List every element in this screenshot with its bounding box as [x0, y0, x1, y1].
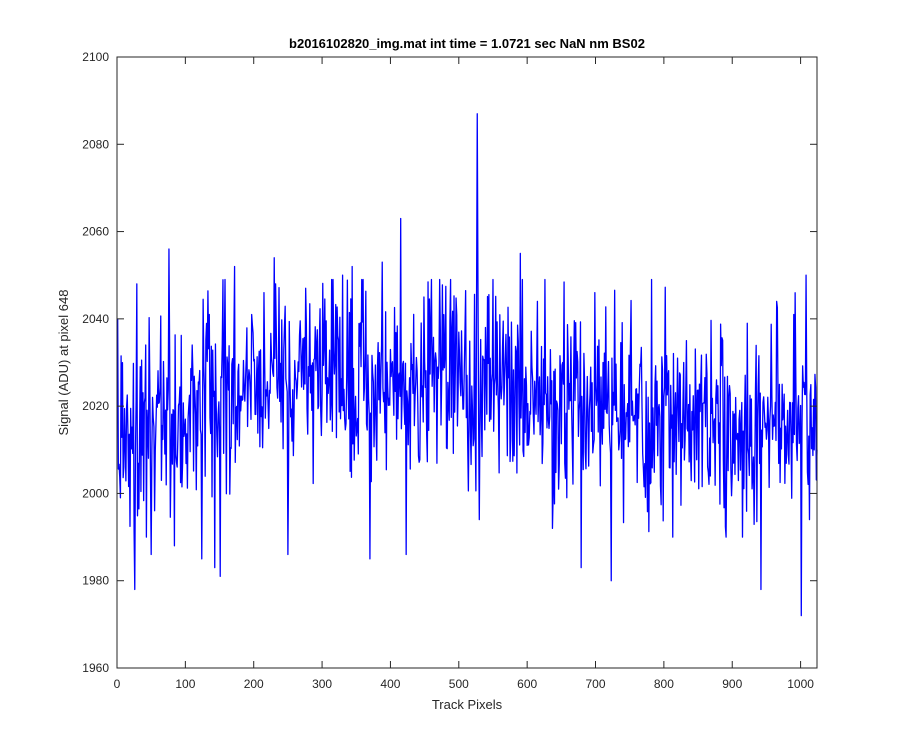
series-layer: [117, 113, 818, 617]
y-tick-label: 2000: [82, 486, 109, 500]
x-tick-label: 200: [244, 677, 264, 691]
x-tick-label: 800: [654, 677, 674, 691]
x-tick-label: 300: [312, 677, 332, 691]
x-tick-label: 900: [722, 677, 742, 691]
chart-title: b2016102820_img.mat int time = 1.0721 se…: [289, 36, 645, 51]
x-tick-label: 100: [175, 677, 195, 691]
axes-box: [116, 56, 818, 669]
series-line: [117, 113, 818, 617]
x-tick-label: 500: [449, 677, 469, 691]
y-tick-label: 2080: [82, 137, 109, 151]
x-axis-label: Track Pixels: [432, 697, 503, 712]
x-tick-label: 400: [380, 677, 400, 691]
y-tick-label: 1980: [82, 574, 109, 588]
x-tick-label: 700: [586, 677, 606, 691]
y-axis-label: Signal (ADU) at pixel 648: [56, 290, 71, 436]
x-tick-label: 0: [114, 677, 121, 691]
ticks-layer: 0 100 200 300 400 500 600 700 800 900 1000 1960 1980…: [82, 50, 817, 691]
x-tick-label: 1000: [787, 677, 814, 691]
x-tick-label: 600: [517, 677, 537, 691]
y-tick-label: 1960: [82, 661, 109, 675]
y-tick-label: 2060: [82, 225, 109, 239]
y-tick-label: 2020: [82, 399, 109, 413]
y-tick-label: 2100: [82, 50, 109, 64]
y-tick-label: 2040: [82, 312, 109, 326]
